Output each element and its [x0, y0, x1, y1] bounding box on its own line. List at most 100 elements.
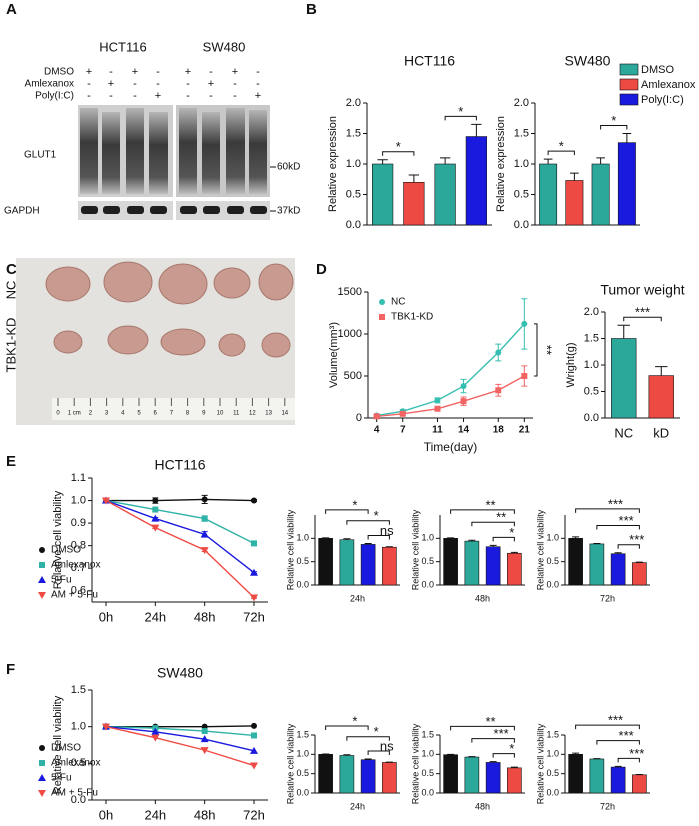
panel-label: B	[306, 1, 317, 18]
bar	[465, 136, 487, 226]
x-tick-label: 14	[458, 425, 470, 436]
x-tick-label: 24h	[144, 807, 166, 822]
y-tick-label: 1.5	[71, 684, 86, 696]
y-tick-label: 0.0	[546, 579, 559, 589]
condition-label: DMSO	[44, 67, 74, 78]
significance-label: ***	[608, 713, 623, 728]
condition-sign: -	[233, 90, 237, 102]
legend-label: 5-Fu	[51, 575, 72, 586]
significance-label: *	[458, 104, 463, 119]
condition-sign: -	[109, 66, 113, 78]
significance-bracket	[617, 757, 640, 763]
ruler-label: 8	[186, 411, 190, 417]
condition-sign: +	[108, 78, 114, 90]
y-tick-label: 0.5	[421, 556, 434, 566]
significance-label: *	[374, 508, 379, 523]
significance-bracket	[596, 740, 640, 745]
bar	[464, 540, 480, 586]
error-bar	[364, 542, 372, 545]
legend-label: AM + 5-Fu	[51, 788, 98, 799]
x-tick-label: 48h	[194, 807, 216, 822]
y-tick-label: 0.7	[71, 562, 86, 574]
tumors	[45, 261, 294, 358]
ruler-label: 10	[217, 411, 224, 417]
condition-sign: +	[185, 66, 191, 78]
ruler-label: 12	[249, 411, 256, 417]
point	[379, 314, 385, 320]
significance-bracket	[325, 725, 369, 730]
point	[38, 790, 46, 797]
series-line	[105, 725, 255, 767]
point	[152, 497, 159, 504]
y-tick-label: 0.0	[346, 219, 361, 231]
error-bar	[408, 174, 420, 183]
y-tick-label: 0.5	[546, 556, 559, 566]
significance-label: **	[540, 345, 555, 355]
significance-bracket	[346, 736, 390, 741]
x-axis-label: 24h	[350, 593, 365, 603]
western-blot: HCT116 SW480 GLUT1 GAPDH 60kD 37kD	[4, 39, 300, 220]
condition-sign: -	[133, 90, 137, 102]
y-tick-label: 0.5	[296, 556, 309, 566]
ruler-label: 3	[105, 411, 109, 417]
y-axis-label: Relative cell viability	[535, 509, 545, 590]
significance-bracket	[325, 509, 369, 514]
bar	[589, 543, 605, 586]
chart-title: SW480	[565, 53, 611, 69]
significance-bracket	[444, 115, 477, 121]
ruler-label: 1 cm	[68, 411, 81, 417]
y-tick-label: 1.0	[421, 749, 434, 759]
x-axis-label: Time(day)	[424, 440, 478, 454]
bar	[648, 375, 674, 419]
bar	[485, 762, 501, 794]
ruler-label: 2	[89, 411, 93, 417]
error-bar	[468, 539, 476, 542]
point	[39, 745, 45, 751]
significance-bracket	[623, 316, 662, 322]
y-tick-label: 0.6	[71, 585, 86, 597]
chart-title: SW480	[157, 665, 203, 681]
bar	[318, 538, 333, 586]
bar	[610, 553, 626, 586]
y-tick-label: 1500	[338, 286, 362, 298]
bar	[339, 755, 355, 794]
point	[251, 497, 257, 504]
size-marker: 60kD	[277, 162, 300, 173]
y-axis-label: Relative cell viability	[52, 695, 64, 794]
y-tick-label: 1.0	[296, 533, 309, 543]
condition-sign: +	[208, 78, 214, 90]
y-tick-label: 0.0	[296, 787, 309, 797]
blot-panel	[176, 201, 270, 220]
x-axis-label: 72h	[600, 801, 615, 811]
y-tick-label: 0.5	[514, 188, 529, 200]
significance-bracket	[471, 521, 515, 527]
y-tick-label: 0.0	[421, 787, 434, 797]
point	[434, 405, 441, 412]
bar	[443, 538, 458, 586]
panel-label: D	[316, 261, 327, 278]
point	[200, 735, 209, 743]
point	[521, 373, 528, 379]
blot-panel	[78, 201, 173, 220]
y-tick-label: 500	[344, 370, 362, 382]
bar	[372, 163, 394, 226]
y-tick-label: 1.0	[71, 494, 86, 506]
point	[200, 530, 209, 538]
y-axis-label: Relative cell viability	[410, 723, 420, 804]
point	[201, 515, 208, 522]
gapdh-bands	[81, 206, 267, 214]
condition-sign: -	[109, 90, 113, 102]
condition-sign: +	[132, 66, 138, 78]
significance-label: **	[485, 497, 495, 512]
point	[373, 413, 380, 420]
series-line	[376, 323, 525, 417]
point	[521, 320, 528, 327]
chart-title: HCT116	[154, 457, 205, 473]
group-label: TBK1-KD	[3, 318, 18, 373]
significance-bracket	[450, 725, 515, 731]
significance-bracket	[600, 125, 628, 130]
group-label: NC	[3, 281, 18, 300]
bar	[318, 754, 333, 794]
error-bar	[596, 157, 605, 164]
bar	[485, 546, 501, 586]
